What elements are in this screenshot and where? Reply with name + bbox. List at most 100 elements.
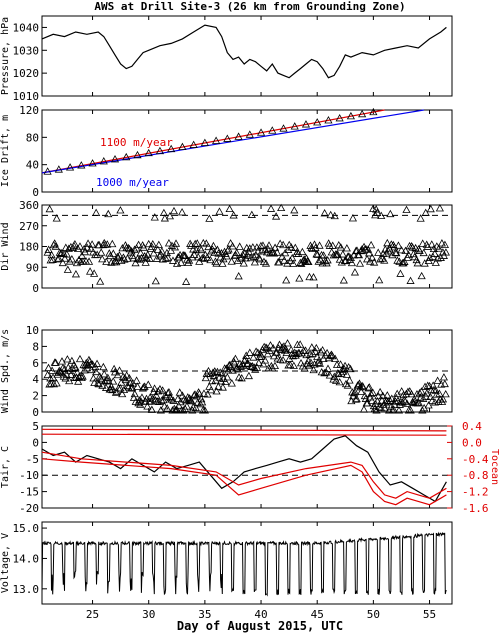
data-point xyxy=(88,360,97,368)
data-point xyxy=(84,257,94,265)
data-point xyxy=(71,269,81,278)
y-tick-label: 2 xyxy=(32,390,39,403)
data-point xyxy=(438,397,447,405)
data-point xyxy=(205,214,214,222)
data-point xyxy=(128,383,137,391)
data-point xyxy=(74,377,83,385)
y-axis-label: Ice Drift, m xyxy=(0,115,11,187)
data-point xyxy=(227,257,236,265)
data-point xyxy=(150,213,159,221)
data-point xyxy=(316,348,325,356)
data-point xyxy=(406,276,415,284)
data-point xyxy=(391,397,400,405)
data-point xyxy=(191,403,200,412)
data-point xyxy=(75,242,85,250)
series-line xyxy=(41,458,447,506)
x-tick-label: 30 xyxy=(142,608,155,621)
data-point xyxy=(321,351,330,359)
data-point xyxy=(331,376,341,384)
data-point xyxy=(402,399,412,407)
data-point xyxy=(50,239,59,247)
data-point xyxy=(420,382,430,390)
data-point xyxy=(368,253,377,261)
data-point xyxy=(278,343,287,351)
data-point xyxy=(208,245,217,253)
data-point xyxy=(434,244,443,252)
data-point xyxy=(175,388,184,396)
data-point xyxy=(132,376,141,384)
data-point xyxy=(319,251,328,259)
data-point xyxy=(290,205,299,214)
data-point xyxy=(305,350,315,358)
data-point xyxy=(323,364,333,372)
data-point xyxy=(418,406,427,414)
data-point xyxy=(103,240,112,248)
data-point xyxy=(396,397,405,406)
data-point xyxy=(377,396,386,404)
data-point xyxy=(305,272,314,281)
data-point xyxy=(425,253,434,261)
data-point xyxy=(112,257,121,266)
data-point xyxy=(151,276,160,285)
data-point xyxy=(143,250,152,258)
data-point xyxy=(182,402,191,410)
data-point xyxy=(306,358,315,366)
data-point xyxy=(296,358,306,367)
data-point xyxy=(106,251,115,260)
data-point xyxy=(310,240,319,248)
data-point xyxy=(380,256,389,264)
data-point xyxy=(320,208,329,217)
right-y-axis-label: Tocean xyxy=(489,449,499,485)
right-y-tick-label: -0.4 xyxy=(462,453,489,466)
data-point xyxy=(203,253,212,261)
data-point xyxy=(46,256,55,264)
data-point xyxy=(118,389,127,398)
data-point xyxy=(188,253,197,261)
data-point xyxy=(140,382,149,390)
data-point xyxy=(365,249,374,257)
data-point xyxy=(190,390,200,398)
data-point xyxy=(100,370,109,378)
data-point xyxy=(298,247,307,256)
data-point xyxy=(341,379,351,388)
drift-point xyxy=(245,130,254,138)
y-tick-label: 1020 xyxy=(13,67,40,80)
series-line xyxy=(41,435,447,503)
drift-point xyxy=(43,167,52,175)
data-point xyxy=(265,249,275,257)
data-point xyxy=(331,354,340,362)
data-point xyxy=(153,245,162,253)
data-point xyxy=(176,258,186,266)
data-point xyxy=(269,249,279,257)
data-point xyxy=(280,256,289,264)
y-tick-label: 90 xyxy=(26,261,39,274)
data-point xyxy=(336,243,345,251)
data-point xyxy=(383,391,392,399)
data-point xyxy=(323,348,332,357)
data-point xyxy=(113,370,122,379)
data-point xyxy=(217,249,226,257)
drift-point xyxy=(122,152,131,161)
drift-point xyxy=(167,144,176,153)
data-point xyxy=(119,372,128,380)
data-point xyxy=(208,368,218,376)
data-point xyxy=(222,252,231,260)
data-point xyxy=(423,242,432,250)
y-tick-label: 180 xyxy=(19,241,39,254)
data-point xyxy=(227,379,236,387)
data-point xyxy=(264,241,274,249)
y-tick-label: 0 xyxy=(32,406,39,419)
data-point xyxy=(350,387,360,396)
data-point xyxy=(60,254,69,262)
data-point xyxy=(340,361,350,370)
data-point xyxy=(217,369,227,377)
data-point xyxy=(421,208,430,216)
data-point xyxy=(249,353,258,361)
data-point xyxy=(45,380,54,388)
data-point xyxy=(309,273,318,281)
data-point xyxy=(325,371,334,379)
data-point xyxy=(67,255,76,263)
data-point xyxy=(239,259,248,267)
data-point xyxy=(291,243,300,251)
data-point xyxy=(376,387,385,396)
